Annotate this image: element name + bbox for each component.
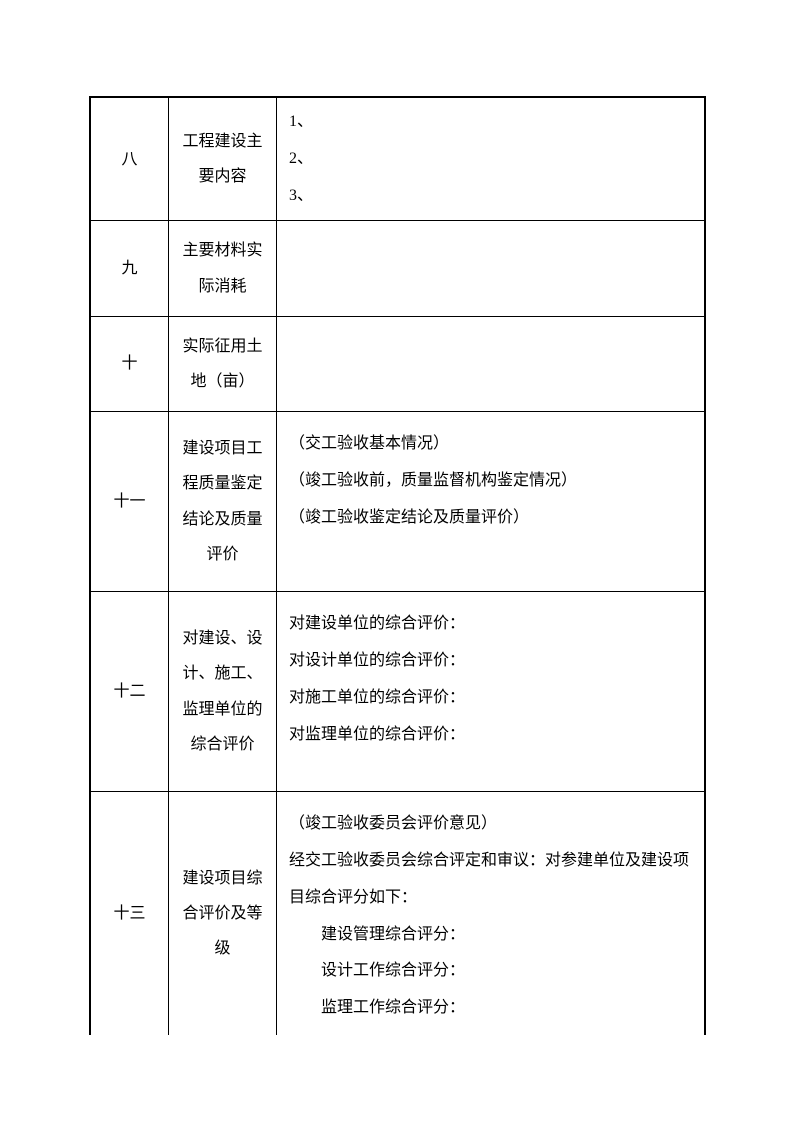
row-number: 十三 (91, 792, 169, 1035)
content-line: （交工验收基本情况） (289, 426, 692, 463)
row-content (277, 221, 705, 316)
table-row: 十一 建设项目工程质量鉴定结论及质量评价 （交工验收基本情况） （竣工验收前，质… (91, 412, 705, 592)
table-row: 九 主要材料实际消耗 (91, 221, 705, 316)
row-content: 对建设单位的综合评价： 对设计单位的综合评价： 对施工单位的综合评价： 对监理单… (277, 592, 705, 792)
row-content: 1、 2、 3、 (277, 98, 705, 221)
row-number: 九 (91, 221, 169, 316)
row-number: 十 (91, 316, 169, 411)
row-number: 八 (91, 98, 169, 221)
form-table: 八 工程建设主要内容 1、 2、 3、 九 主要材料实际消耗 十 实际征用土地（… (89, 96, 706, 1035)
row-label: 建设项目综合评价及等级 (169, 792, 277, 1035)
row-content: （竣工验收委员会评价意见） 经交工验收委员会综合评定和审议：对参建单位及建设项目… (277, 792, 705, 1035)
row-label: 主要材料实际消耗 (169, 221, 277, 316)
content-line: 对施工单位的综合评价： (289, 680, 692, 717)
row-number: 十二 (91, 592, 169, 792)
content-line: 3、 (289, 178, 692, 215)
content-line: 经交工验收委员会综合评定和审议：对参建单位及建设项目综合评分如下： (289, 843, 692, 917)
table-row: 八 工程建设主要内容 1、 2、 3、 (91, 98, 705, 221)
table-row: 十 实际征用土地（亩） (91, 316, 705, 411)
row-number: 十一 (91, 412, 169, 592)
table-row: 十二 对建设、设计、施工、监理单位的综合评价 对建设单位的综合评价： 对设计单位… (91, 592, 705, 792)
content-line: （竣工验收前，质量监督机构鉴定情况） (289, 463, 692, 500)
content-line: （竣工验收委员会评价意见） (289, 806, 692, 843)
content-line: 设计工作综合评分： (289, 953, 692, 990)
content-line: 对建设单位的综合评价： (289, 606, 692, 643)
content-line: 建设管理综合评分： (289, 917, 692, 954)
row-label: 建设项目工程质量鉴定结论及质量评价 (169, 412, 277, 592)
table: 八 工程建设主要内容 1、 2、 3、 九 主要材料实际消耗 十 实际征用土地（… (90, 97, 705, 1035)
row-label: 对建设、设计、施工、监理单位的综合评价 (169, 592, 277, 792)
row-content: （交工验收基本情况） （竣工验收前，质量监督机构鉴定情况） （竣工验收鉴定结论及… (277, 412, 705, 592)
content-line: 1、 (289, 104, 692, 141)
table-row: 十三 建设项目综合评价及等级 （竣工验收委员会评价意见） 经交工验收委员会综合评… (91, 792, 705, 1035)
content-line: 2、 (289, 141, 692, 178)
content-line: （竣工验收鉴定结论及质量评价） (289, 500, 692, 537)
row-content (277, 316, 705, 411)
row-label: 实际征用土地（亩） (169, 316, 277, 411)
content-line: 对监理单位的综合评价： (289, 717, 692, 754)
row-label: 工程建设主要内容 (169, 98, 277, 221)
content-line: 监理工作综合评分： (289, 990, 692, 1027)
content-line: 对设计单位的综合评价： (289, 643, 692, 680)
